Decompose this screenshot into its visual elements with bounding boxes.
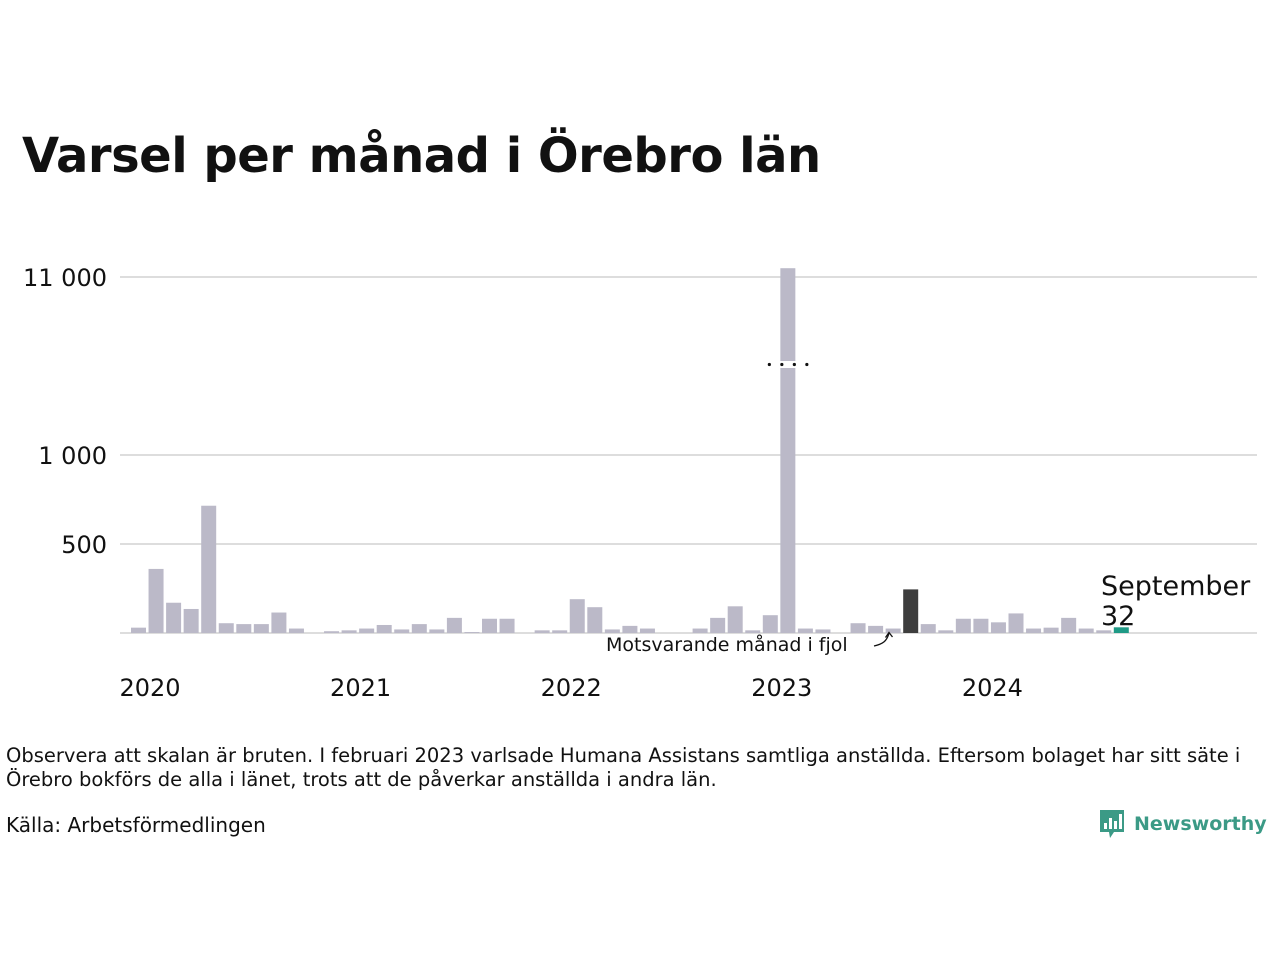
bar xyxy=(148,568,164,633)
bar xyxy=(1043,627,1059,633)
bar xyxy=(236,624,252,633)
annotation-arrowhead xyxy=(884,631,894,638)
bar xyxy=(885,628,901,633)
bars xyxy=(131,268,1129,633)
bar xyxy=(253,624,269,633)
bar-chart: 500 1 000 11 000 2020 2021 2022 2023 2024 Mots… xyxy=(23,264,1257,702)
bar xyxy=(376,624,392,633)
bar xyxy=(271,612,287,633)
y-tick-label: 11 000 xyxy=(23,264,107,292)
bar xyxy=(692,628,708,633)
bar xyxy=(903,589,919,633)
bar xyxy=(218,623,234,633)
x-tick-label: 2022 xyxy=(541,674,602,702)
bar xyxy=(622,625,638,633)
bar xyxy=(955,618,971,633)
chart-title: Varsel per månad i Örebro län xyxy=(22,128,821,184)
x-axis-ticks: 2020 2021 2022 2023 2024 xyxy=(119,674,1022,702)
scale-break-dot xyxy=(780,362,784,367)
bar xyxy=(938,630,954,633)
bar xyxy=(710,617,726,633)
bar xyxy=(587,607,603,633)
bar xyxy=(569,599,585,633)
bar xyxy=(1061,617,1077,633)
scale-break-dot xyxy=(767,362,771,367)
scale-break-dot xyxy=(805,362,809,367)
bar xyxy=(604,629,620,633)
bar xyxy=(815,629,831,633)
bar xyxy=(1078,628,1094,633)
current-value-label: 32 xyxy=(1101,601,1135,632)
x-tick-label: 2020 xyxy=(119,674,180,702)
bar xyxy=(1026,628,1042,633)
last-year-annotation: Motsvarande månad i fjol xyxy=(606,633,848,656)
x-tick-label: 2021 xyxy=(330,674,391,702)
bar xyxy=(973,618,989,633)
bar xyxy=(1008,613,1024,633)
bar xyxy=(850,623,866,633)
bar xyxy=(797,628,813,633)
bar xyxy=(411,624,427,633)
scale-break-dot xyxy=(792,362,796,367)
current-month-label: September xyxy=(1101,571,1251,602)
bar xyxy=(166,602,182,633)
annotations: Motsvarande månad i fjol September 32 xyxy=(606,571,1251,656)
bar xyxy=(762,615,778,633)
bar xyxy=(201,505,217,633)
bar xyxy=(868,625,884,633)
x-tick-label: 2024 xyxy=(962,674,1023,702)
gridlines xyxy=(120,276,1257,634)
source-credit: Källa: Arbetsförmedlingen xyxy=(6,813,266,837)
bar xyxy=(131,627,146,633)
bar xyxy=(990,622,1006,633)
bar xyxy=(429,629,445,633)
bar xyxy=(920,624,936,633)
bar xyxy=(183,608,199,633)
bar xyxy=(552,630,568,633)
bar xyxy=(394,629,410,633)
y-tick-label: 1 000 xyxy=(38,442,107,470)
bar xyxy=(359,628,375,633)
bar xyxy=(780,268,796,633)
x-tick-label: 2023 xyxy=(751,674,812,702)
bar xyxy=(341,630,357,633)
scale-break xyxy=(768,361,808,368)
bar xyxy=(288,628,304,633)
bar xyxy=(534,630,550,633)
bar xyxy=(464,632,480,633)
bar xyxy=(446,617,462,633)
newsworthy-logo-icon xyxy=(1100,810,1124,838)
bar xyxy=(482,618,497,633)
bar xyxy=(727,606,743,633)
logo-text: Newsworthy xyxy=(1134,813,1267,835)
bar xyxy=(1113,627,1129,633)
bar xyxy=(1096,630,1112,633)
annotation-arrow xyxy=(873,632,890,647)
scale-note: Observera att skalan är bruten. I februa… xyxy=(6,744,1241,791)
y-axis-ticks: 500 1 000 11 000 xyxy=(23,264,107,559)
bar xyxy=(499,618,515,633)
y-tick-label: 500 xyxy=(61,531,107,559)
bar xyxy=(639,628,655,633)
newsworthy-logo: Newsworthy xyxy=(1098,808,1267,840)
bar xyxy=(745,630,761,633)
bar xyxy=(324,631,340,633)
